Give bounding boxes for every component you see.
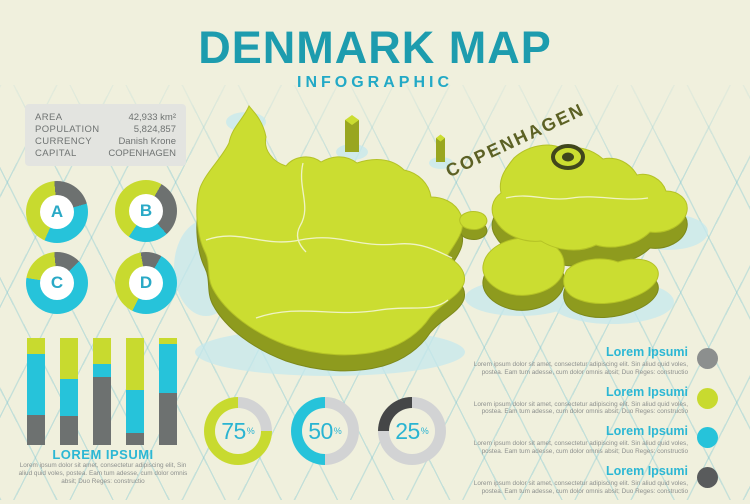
progress-ring-50: 50% [291, 397, 359, 465]
percent-sign: % [420, 426, 429, 436]
bar-chart-title: LOREM IPSUMI [52, 447, 154, 462]
percent-sign: % [333, 426, 342, 436]
legend-dot-darkgray-icon [697, 466, 718, 488]
caption-line: aliud quid voles, postea. Eam tum adesse… [18, 469, 188, 477]
percent-sign: % [246, 426, 255, 436]
legend-item-title: Lorem Ipsumi [606, 463, 688, 478]
info-row-population: POPULATION 5,824,857 [35, 124, 176, 136]
legend-item-text: Lorem ipsum dolor sit amet, consectetur … [473, 479, 688, 487]
legend-item-text: postea. Eam tum adesse, cum dolor omnis … [481, 408, 688, 416]
info-label: AREA [35, 112, 63, 123]
page-header: DENMARK MAP INFOGRAPHIC [0, 24, 750, 92]
info-row-area: AREA 42,933 km² [35, 112, 176, 124]
donut-chart-c: C [26, 252, 88, 314]
page-subtitle: INFOGRAPHIC [297, 74, 453, 91]
donut-letter: D [129, 266, 163, 300]
progress-value: 25 [395, 417, 420, 444]
legend: Lorem Ipsumi Lorem ipsum dolor sit amet,… [448, 346, 718, 504]
bar-2 [60, 338, 78, 445]
progress-value: 75 [221, 417, 246, 444]
donut-letter: C [40, 266, 74, 300]
page-title: DENMARK MAP [198, 22, 552, 73]
info-row-currency: CURRENCY Danish Krone [35, 136, 176, 148]
bar-3 [93, 338, 111, 445]
legend-item-text: Lorem ipsum dolor sit amet, consectetur … [473, 361, 688, 368]
progress-ring-25: 25% [378, 397, 446, 465]
info-label: POPULATION [35, 124, 100, 135]
info-value: 5,824,857 [133, 124, 176, 135]
bar-chart-caption: Lorem ipsum dolor sit amet, consectetur … [15, 462, 191, 485]
legend-item-text: postea. Eam tum adesse, cum dolor omnis … [481, 447, 688, 455]
legend-item-text: Lorem ipsum dolor sit amet, consectetur … [473, 400, 688, 408]
bar-1 [27, 338, 45, 445]
info-value: Danish Krone [118, 136, 176, 147]
donut-chart-d: D [115, 252, 177, 314]
donut-chart-a: A [26, 181, 88, 243]
legend-item-3: Lorem Ipsumi Lorem ipsum dolor sit amet,… [448, 425, 718, 456]
legend-dot-gray-icon [697, 348, 718, 369]
info-label: CURRENCY [35, 136, 93, 147]
legend-item-2: Lorem Ipsumi Lorem ipsum dolor sit amet,… [448, 384, 718, 417]
caption-line: Lorem ipsum dolor sit amet, consectetur … [19, 462, 187, 469]
caption-line: absit; Duo Reges: constructio [61, 477, 145, 485]
stacked-bar-chart [27, 338, 177, 445]
bar-4 [126, 338, 144, 445]
donut-chart-b: B [115, 180, 177, 242]
info-label: CAPITAL [35, 148, 77, 159]
info-value: COPENHAGEN [108, 148, 176, 159]
progress-value: 50 [308, 417, 333, 444]
legend-item-1: Lorem Ipsumi Lorem ipsum dolor sit amet,… [448, 346, 718, 377]
info-row-capital: CAPITAL COPENHAGEN [35, 148, 176, 160]
progress-ring-75: 75% [204, 397, 272, 465]
legend-item-title: Lorem Ipsumi [606, 345, 688, 359]
bar-5 [159, 338, 177, 445]
legend-item-text: postea. Eam tum adesse, cum dolor omnis … [481, 368, 688, 376]
legend-item-title: Lorem Ipsumi [606, 384, 688, 399]
legend-dot-cyan-icon [697, 427, 718, 449]
legend-item-text: Lorem ipsum dolor sit amet, consectetur … [473, 440, 688, 448]
legend-item-text: postea. Eam tum adesse, cum dolor omnis … [481, 487, 688, 495]
info-value: 42,933 km² [128, 112, 176, 123]
donut-letter: B [129, 194, 163, 228]
legend-item-4: Lorem Ipsumi Lorem ipsum dolor sit amet,… [448, 463, 718, 496]
legend-dot-green-icon [697, 387, 718, 409]
donut-letter: A [40, 195, 74, 229]
country-facts-panel: AREA 42,933 km² POPULATION 5,824,857 CUR… [25, 104, 186, 166]
legend-item-title: Lorem Ipsumi [606, 424, 688, 439]
